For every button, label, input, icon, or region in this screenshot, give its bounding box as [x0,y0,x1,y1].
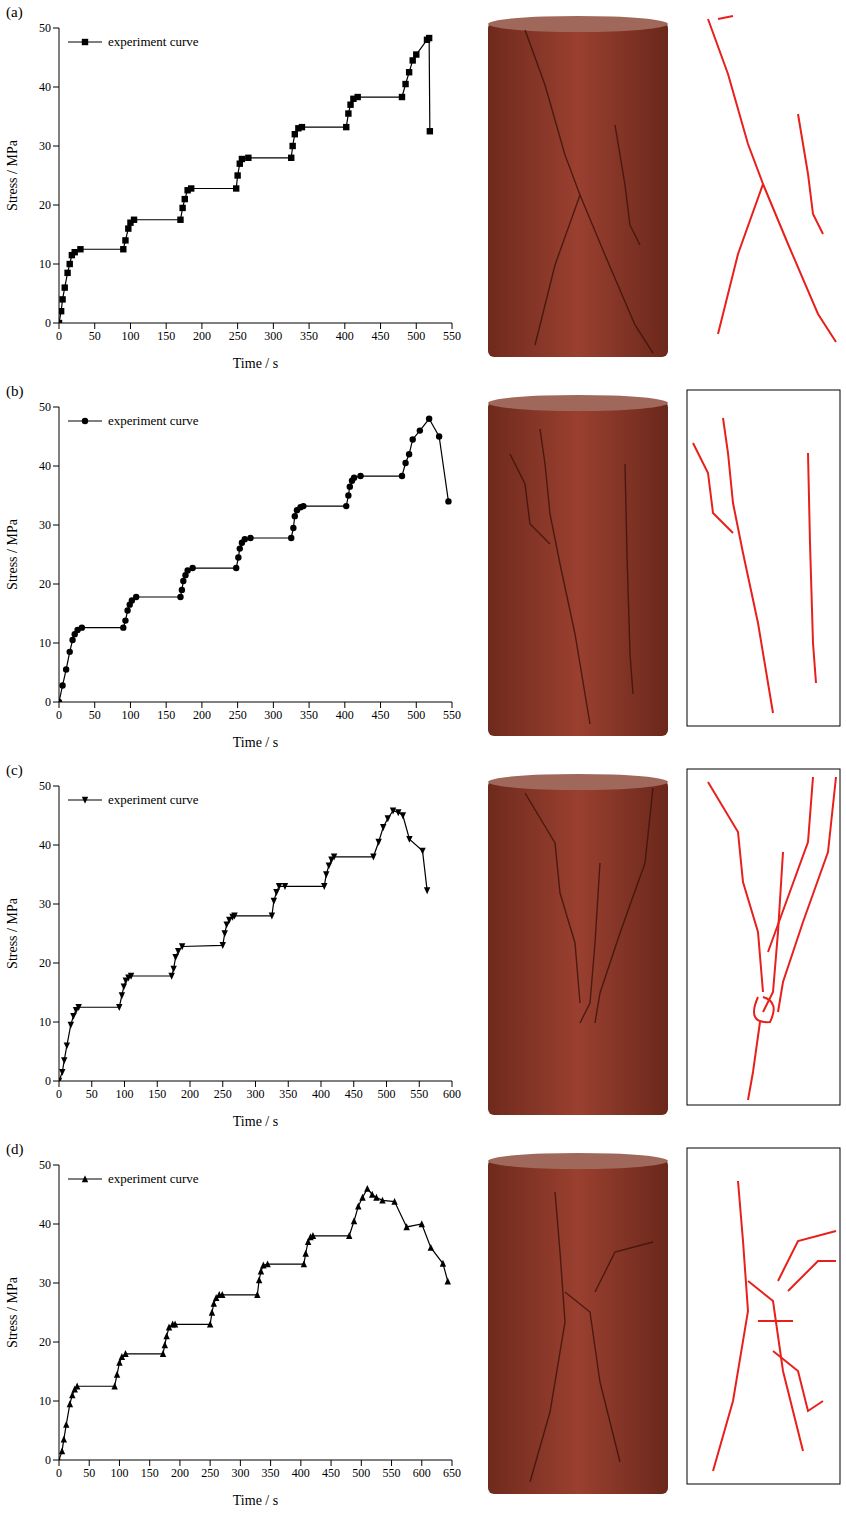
svg-text:550: 550 [383,1466,401,1480]
svg-text:100: 100 [110,1466,128,1480]
svg-text:550: 550 [410,1087,428,1101]
svg-text:40: 40 [39,80,51,94]
svg-text:40: 40 [39,1217,51,1231]
svg-text:450: 450 [345,1087,363,1101]
svg-text:0: 0 [56,1087,62,1101]
svg-text:Stress / MPa: Stress / MPa [5,518,20,590]
svg-text:20: 20 [39,1335,51,1349]
svg-text:Time / s: Time / s [233,735,278,750]
svg-text:500: 500 [352,1466,370,1480]
svg-text:40: 40 [39,459,51,473]
svg-text:50: 50 [39,1158,51,1172]
svg-text:450: 450 [372,708,390,722]
svg-text:Time / s: Time / s [233,1114,278,1129]
svg-text:500: 500 [407,329,425,343]
svg-text:50: 50 [39,779,51,793]
svg-text:30: 30 [39,897,51,911]
svg-text:100: 100 [121,329,139,343]
html-text:(c): (c) [6,762,23,778]
svg-text:550: 550 [443,708,461,722]
svg-text:250: 250 [214,1087,232,1101]
svg-text:350: 350 [262,1466,280,1480]
svg-text:450: 450 [372,329,390,343]
svg-text:10: 10 [39,636,51,650]
svg-text:250: 250 [201,1466,219,1480]
svg-text:100: 100 [121,708,139,722]
svg-text:500: 500 [407,708,425,722]
svg-text:30: 30 [39,139,51,153]
svg-text:300: 300 [264,708,282,722]
svg-text:150: 150 [157,329,175,343]
svg-text:600: 600 [413,1466,431,1480]
svg-text:50: 50 [86,1087,98,1101]
svg-text:30: 30 [39,518,51,532]
svg-text:450: 450 [322,1466,340,1480]
html-text:experiment curve: experiment curve [108,413,199,428]
svg-text:0: 0 [45,1074,51,1088]
html-text:(a): (a) [6,4,23,20]
svg-text:0: 0 [56,329,62,343]
svg-text:100: 100 [116,1087,134,1101]
svg-text:300: 300 [264,329,282,343]
svg-text:Time / s: Time / s [233,356,278,371]
svg-text:40: 40 [39,838,51,852]
svg-text:300: 300 [231,1466,249,1480]
svg-text:Time / s: Time / s [233,1493,278,1508]
svg-text:0: 0 [56,1466,62,1480]
svg-text:50: 50 [89,708,101,722]
svg-text:50: 50 [89,329,101,343]
svg-text:250: 250 [229,708,247,722]
svg-text:20: 20 [39,956,51,970]
svg-text:400: 400 [312,1087,330,1101]
svg-text:400: 400 [292,1466,310,1480]
svg-text:150: 150 [148,1087,166,1101]
svg-text:350: 350 [279,1087,297,1101]
html-text:experiment curve: experiment curve [108,34,199,49]
svg-text:200: 200 [193,708,211,722]
svg-text:500: 500 [378,1087,396,1101]
svg-text:200: 200 [171,1466,189,1480]
html-text:(d): (d) [6,1141,24,1157]
svg-text:150: 150 [157,708,175,722]
svg-text:50: 50 [39,21,51,35]
svg-text:0: 0 [45,1453,51,1467]
svg-text:200: 200 [181,1087,199,1101]
svg-text:50: 50 [83,1466,95,1480]
html-text:experiment curve: experiment curve [108,792,199,807]
svg-text:0: 0 [45,695,51,709]
svg-text:10: 10 [39,1015,51,1029]
svg-text:20: 20 [39,577,51,591]
svg-text:200: 200 [193,329,211,343]
svg-text:150: 150 [141,1466,159,1480]
html-text:experiment curve: experiment curve [108,1171,199,1186]
svg-text:20: 20 [39,198,51,212]
svg-text:10: 10 [39,1394,51,1408]
svg-text:350: 350 [300,329,318,343]
svg-text:650: 650 [443,1466,461,1480]
svg-text:0: 0 [45,316,51,330]
svg-text:300: 300 [247,1087,265,1101]
svg-text:550: 550 [443,329,461,343]
svg-text:400: 400 [336,329,354,343]
svg-text:30: 30 [39,1276,51,1290]
svg-text:50: 50 [39,400,51,414]
html-text:(b): (b) [6,383,24,399]
svg-text:400: 400 [336,708,354,722]
svg-text:10: 10 [39,257,51,271]
svg-text:Stress / MPa: Stress / MPa [5,897,20,969]
svg-text:Stress / MPa: Stress / MPa [5,139,20,211]
svg-text:Stress / MPa: Stress / MPa [5,1276,20,1348]
svg-text:250: 250 [229,329,247,343]
svg-text:600: 600 [443,1087,461,1101]
svg-text:350: 350 [300,708,318,722]
svg-text:0: 0 [56,708,62,722]
